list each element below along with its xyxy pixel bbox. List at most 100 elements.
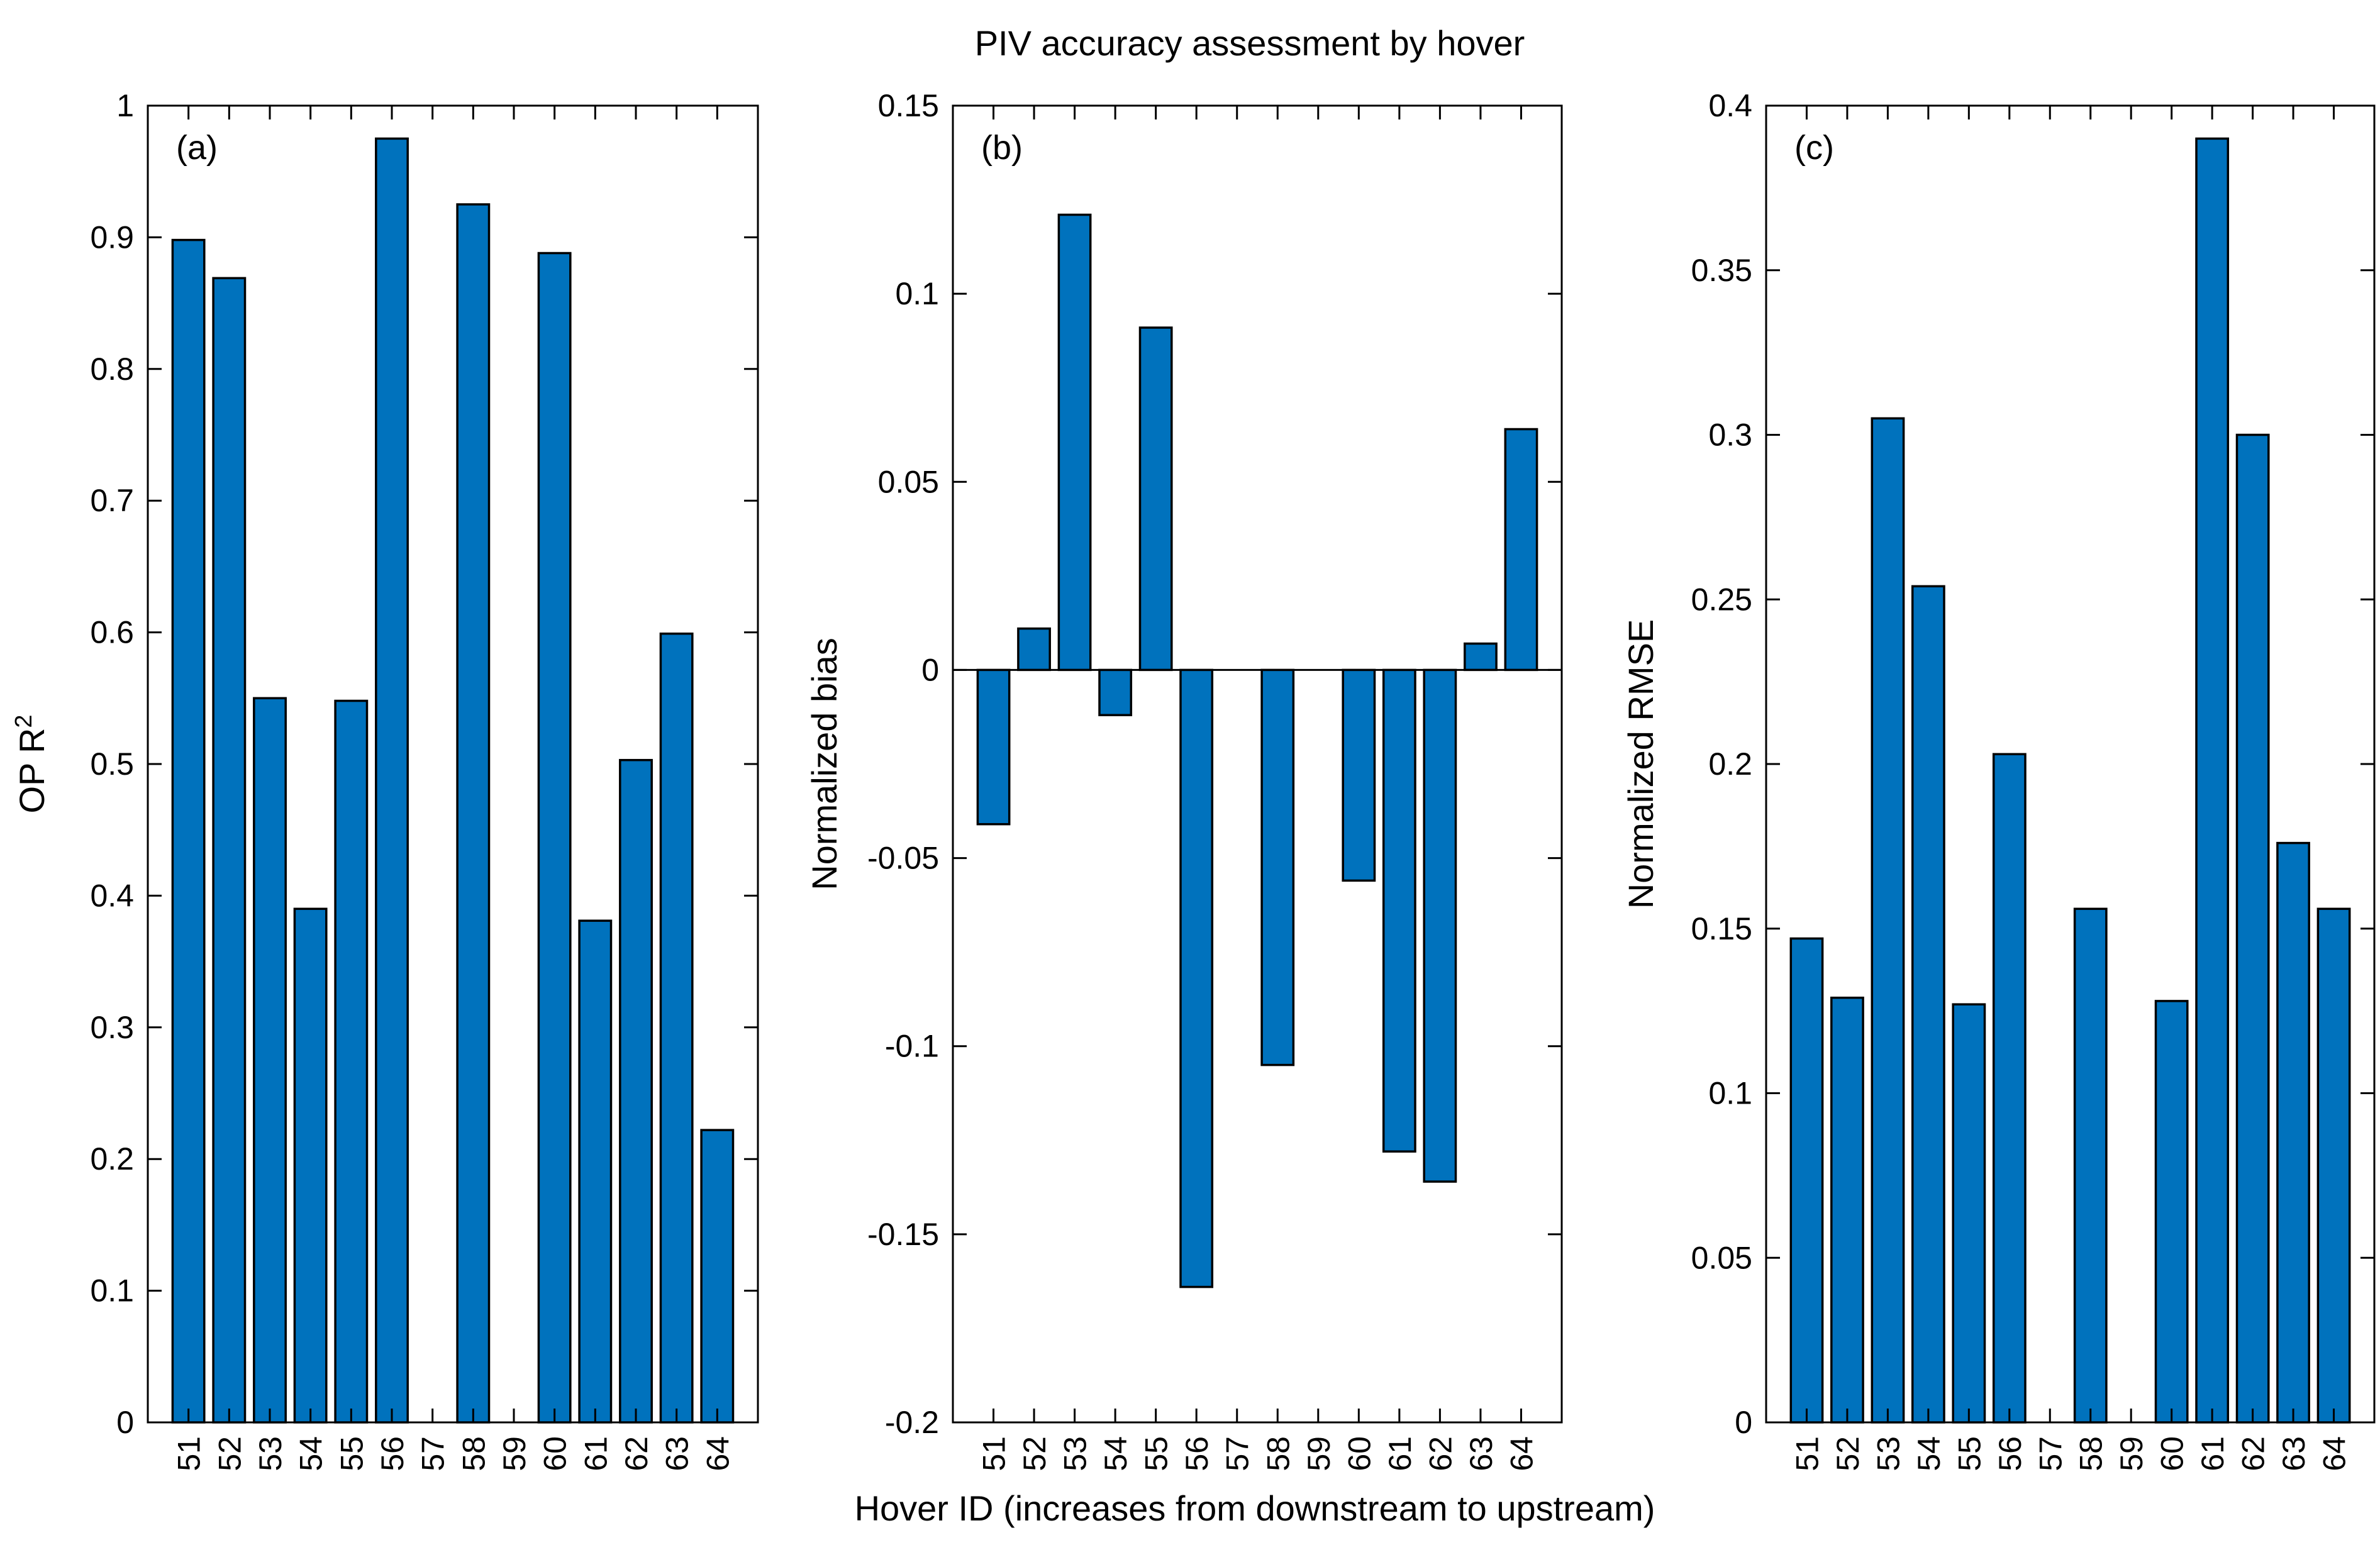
panel-a-ytick-label: 0.4 xyxy=(90,878,134,913)
panel-b-ytick-label: 0.05 xyxy=(878,464,939,499)
panel-a-xtick-label: 63 xyxy=(660,1436,695,1471)
panel-b-bar-52 xyxy=(1017,627,1051,672)
panel-a-ytick-label: 0.8 xyxy=(90,352,134,387)
panel-a-label: (a) xyxy=(176,129,218,167)
panel-c-ytick-label: 0.35 xyxy=(1691,253,1752,288)
panel-a-ytick-label: 0 xyxy=(116,1405,134,1440)
panel-c: 00.050.10.150.20.250.30.350.451 52 53 54 55 5… xyxy=(1621,88,2376,1471)
panel-b-xtick-label: 53 xyxy=(1058,1436,1093,1471)
panel-a-bar-58 xyxy=(456,203,491,1424)
panel-c-bar-63 xyxy=(2276,841,2310,1424)
panel-a-xtick-label: 54 xyxy=(294,1436,329,1471)
panel-a-ytick-label: 0.1 xyxy=(90,1273,134,1309)
panel-a-xtick-label: 60 xyxy=(538,1436,573,1471)
figure-title: PIV accuracy assessment by hover xyxy=(975,23,1525,63)
panel-c-xtick-label: 57 xyxy=(2033,1436,2068,1471)
panel-c-bar-55 xyxy=(1952,1003,1986,1424)
panel-a-xtick-label: 61 xyxy=(578,1436,613,1471)
panel-a-xtick-label: 64 xyxy=(700,1436,735,1471)
panel-c-xtick-label: 53 xyxy=(1871,1436,1906,1471)
panel-c-xtick-label: 63 xyxy=(2276,1436,2311,1471)
panel-a-xtick-label: 57 xyxy=(416,1436,451,1471)
panel-a-bar-53 xyxy=(253,697,287,1424)
panel-a-y-axis-label: OP R2 xyxy=(11,714,52,813)
panel-c-xtick-label: 62 xyxy=(2236,1436,2271,1471)
panel-b-bar-53 xyxy=(1057,213,1092,672)
panel-a-xtick-label: 58 xyxy=(456,1436,491,1471)
panel-b-ytick-label: 0 xyxy=(921,652,939,687)
panel-c-bar-53 xyxy=(1871,417,1905,1424)
panel-c-bar-54 xyxy=(1911,585,1945,1424)
panel-a-ytick-label: 0.7 xyxy=(90,483,134,518)
panel-b-xtick-label: 56 xyxy=(1179,1436,1215,1471)
panel-c-xtick-label: 52 xyxy=(1830,1436,1866,1471)
panel-a-bar-61 xyxy=(578,919,613,1424)
panel-b-xtick-label: 59 xyxy=(1301,1436,1337,1471)
panel-a-xtick-label: 62 xyxy=(619,1436,654,1471)
panel-b-bar-63 xyxy=(1464,642,1498,672)
panel-a-bar-52 xyxy=(212,277,247,1424)
panel-b-xtick-label: 61 xyxy=(1382,1436,1418,1471)
panel-a-bar-51 xyxy=(171,238,206,1424)
panel-a-xtick-label: 59 xyxy=(497,1436,532,1471)
panel-b-xtick-label: 54 xyxy=(1098,1436,1133,1471)
panel-c-xtick-label: 58 xyxy=(2074,1436,2109,1471)
panel-a-bar-64 xyxy=(700,1129,735,1424)
panel-a-ytick-label: 0.9 xyxy=(90,219,134,255)
panel-c-ytick-label: 0.3 xyxy=(1708,418,1752,453)
panel-b-ytick-label: -0.05 xyxy=(867,841,939,876)
panel-c-bar-62 xyxy=(2235,433,2270,1424)
panel-b-bar-61 xyxy=(1382,668,1416,1153)
panel-b-bar-60 xyxy=(1342,668,1376,882)
panel-b: -0.2 -0.15 -0.1 -0.05 0 0.05 0.1 0.15 51 52 53 54 55… xyxy=(804,88,1563,1471)
panel-b-xtick-label: 55 xyxy=(1139,1436,1174,1471)
panel-c-bar-61 xyxy=(2195,137,2230,1424)
panel-b-ytick-label: -0.2 xyxy=(885,1405,939,1440)
panel-a-bar-62 xyxy=(619,758,653,1424)
panel-b-xtick-label: 58 xyxy=(1260,1436,1296,1471)
panel-b-bar-62 xyxy=(1423,668,1457,1183)
panel-a-ytick-label: 0.5 xyxy=(90,746,134,782)
panel-c-xtick-label: 64 xyxy=(2317,1436,2352,1471)
panel-c-xtick-label: 59 xyxy=(2114,1436,2149,1471)
panel-b-bar-54 xyxy=(1098,668,1133,716)
panel-c-bar-60 xyxy=(2154,1000,2189,1424)
panel-c-ytick-label: 0.1 xyxy=(1708,1076,1752,1111)
panel-c-ytick-label: 0.15 xyxy=(1691,911,1752,946)
panel-a-xtick-label: 51 xyxy=(172,1436,207,1471)
panel-b-axes-box xyxy=(952,104,1563,1424)
panel-b-bar-56 xyxy=(1179,668,1214,1288)
panel-b-bar-55 xyxy=(1138,326,1173,672)
panel-a-xtick-label: 56 xyxy=(375,1436,410,1471)
panel-b-bar-51 xyxy=(976,668,1011,826)
panel-c-ytick-label: 0.2 xyxy=(1708,746,1752,782)
panel-a-bar-63 xyxy=(659,632,694,1424)
panel-b-bar-58 xyxy=(1260,668,1295,1066)
panel-c-bar-51 xyxy=(1789,937,1824,1424)
panel-c-ytick-label: 0.4 xyxy=(1708,88,1752,123)
panel-c-xtick-label: 61 xyxy=(2195,1436,2230,1471)
panel-b-ytick-label: -0.15 xyxy=(867,1217,939,1252)
panel-a-bar-54 xyxy=(293,907,328,1424)
panel-b-xtick-label: 64 xyxy=(1504,1436,1539,1471)
panel-c-xtick-label: 51 xyxy=(1789,1436,1825,1471)
panel-c-bar-64 xyxy=(2316,907,2351,1424)
panel-b-xtick-label: 63 xyxy=(1464,1436,1499,1471)
panel-b-xtick-label: 62 xyxy=(1423,1436,1458,1471)
panel-a-ytick-label: 0.6 xyxy=(90,615,134,650)
panel-b-y-axis-label: Normalized bias xyxy=(804,638,844,890)
panel-a-xtick-label: 53 xyxy=(253,1436,288,1471)
panel-a-y-axis-label-superscript: 2 xyxy=(11,714,37,728)
panel-b-label: (b) xyxy=(981,129,1023,167)
panel-a-bar-56 xyxy=(375,137,409,1424)
panel-a-bar-55 xyxy=(334,699,369,1424)
panel-a-bar-60 xyxy=(537,252,572,1424)
panel-c-ytick-label: 0.05 xyxy=(1691,1240,1752,1275)
panel-a-ytick-label: 0.2 xyxy=(90,1141,134,1177)
panel-a-ytick-label: 0.3 xyxy=(90,1010,134,1045)
panel-c-xtick-label: 55 xyxy=(1952,1436,1987,1471)
panel-b-xtick-label: 51 xyxy=(977,1436,1012,1471)
